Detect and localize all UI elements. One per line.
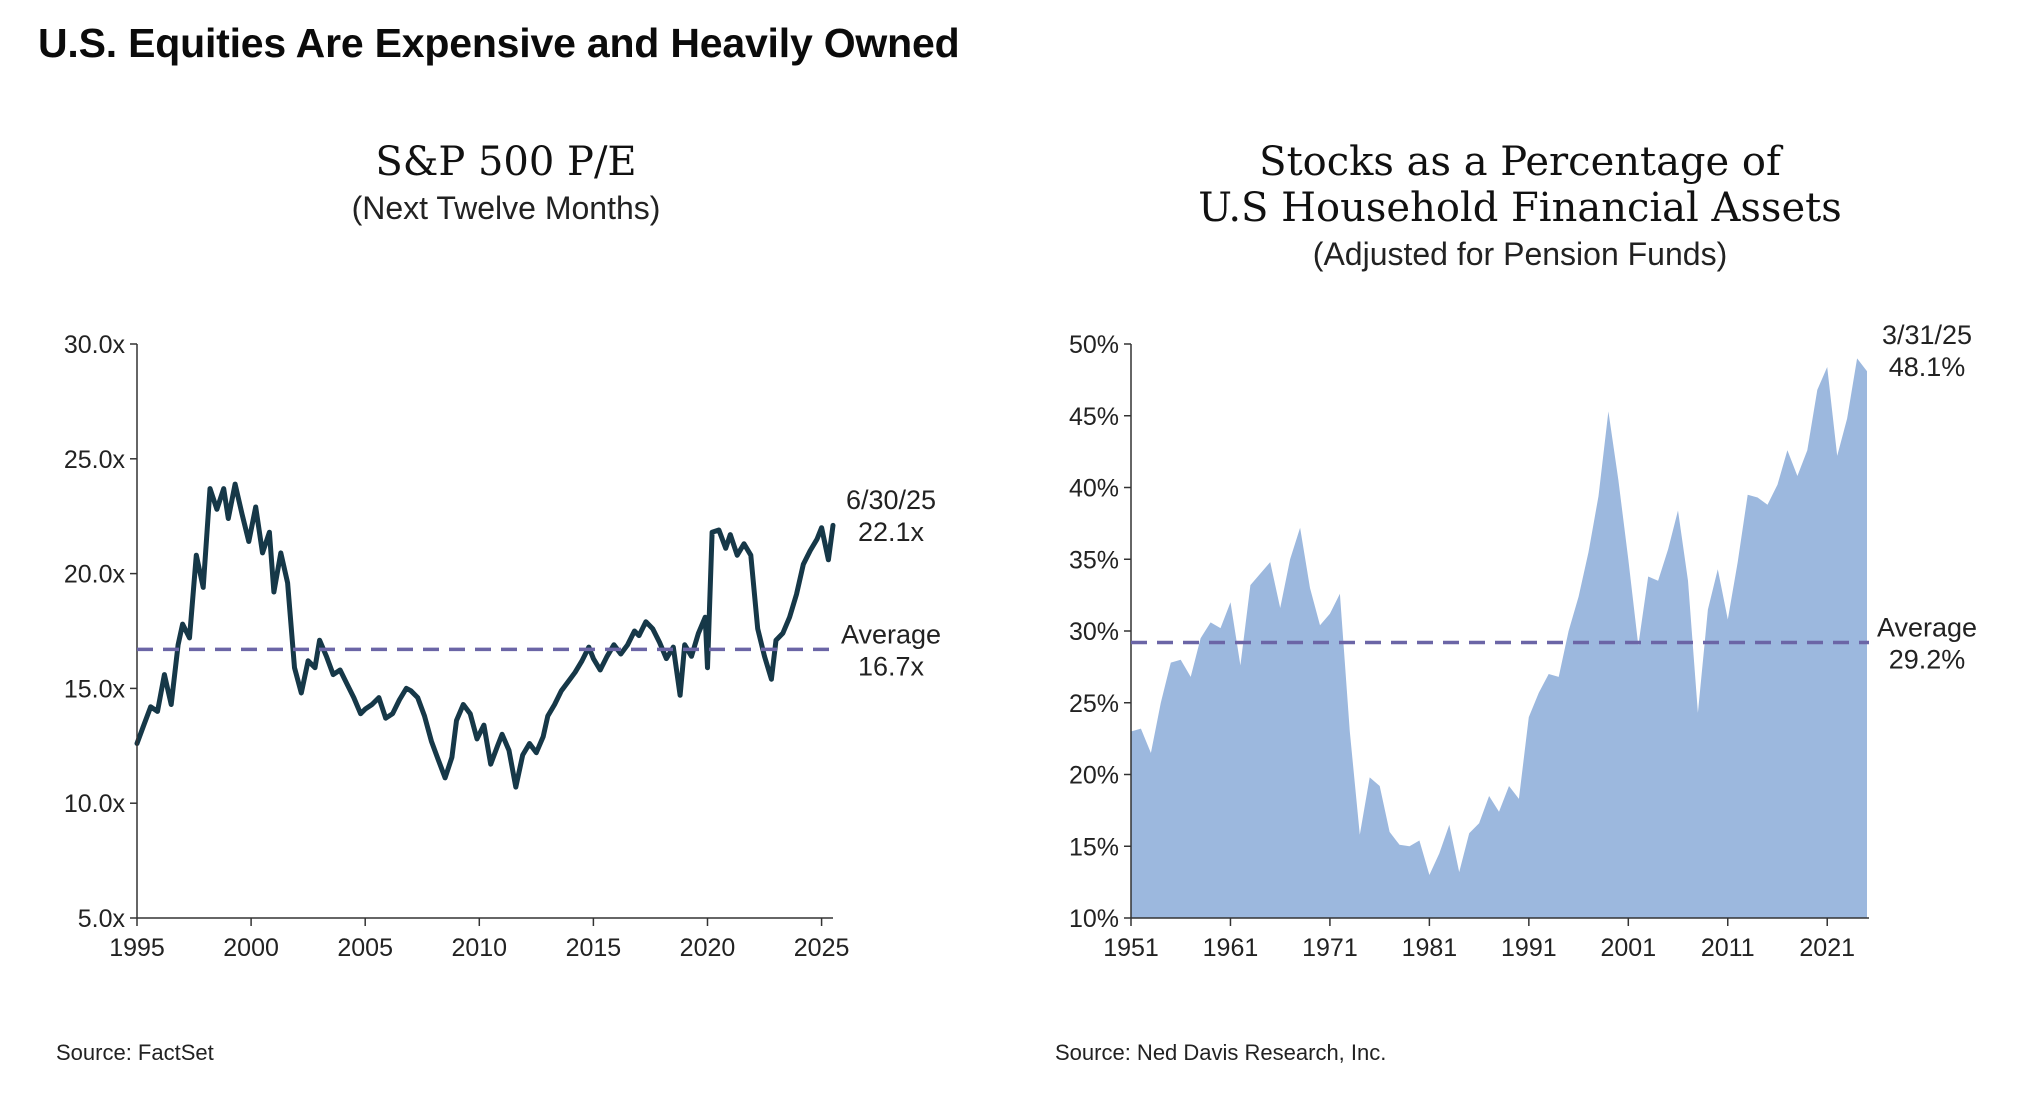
x-tick-label: 2025 (794, 934, 850, 962)
x-tick-label: 2021 (1799, 934, 1855, 962)
pe-chart: 5.0x 10.0x 15.0x 20.0x 25.0x 30.0x 1995 2000 200… (64, 331, 941, 962)
y-tick-label: 20% (1069, 762, 1119, 790)
y-tick-label: 25.0x (64, 446, 126, 474)
area-series (1131, 358, 1867, 918)
household-stocks-chart: 10% 15% 20% 25% 30% 35% 40% 45% 50% 1951 1961 1971 1… (1069, 320, 1977, 962)
y-tick-label: 10% (1069, 905, 1119, 933)
x-tick-label: 2001 (1600, 934, 1656, 962)
y-tick-label: 30.0x (64, 331, 126, 359)
last-value-label: 22.1x (858, 517, 925, 547)
x-tick-label: 2000 (223, 934, 279, 962)
average-label: Average (841, 619, 941, 649)
y-tick-label: 50% (1069, 331, 1119, 359)
y-tick-label: 15.0x (64, 675, 126, 703)
y-tick-label: 10.0x (64, 790, 126, 818)
y-tick-label: 15% (1069, 833, 1119, 861)
right-chart-subtitle: (Adjusted for Pension Funds) (1312, 236, 1728, 272)
y-tick-label: 25% (1069, 690, 1119, 718)
left-chart-title: S&P 500 P/E (375, 139, 637, 185)
x-tick-label: 2010 (451, 934, 507, 962)
x-tick-label: 2011 (1701, 934, 1755, 962)
pe-line-series (134, 481, 836, 790)
last-value-label: 48.1% (1889, 352, 1966, 382)
x-tick-label: 2005 (337, 934, 393, 962)
left-source: Source: FactSet (56, 1040, 214, 1065)
y-tick-label: 20.0x (64, 561, 126, 589)
y-tick-label: 30% (1069, 618, 1119, 646)
last-date-label: 3/31/25 (1882, 320, 1972, 350)
average-value-label: 29.2% (1889, 644, 1966, 674)
main-title: U.S. Equities Are Expensive and Heavily … (38, 20, 960, 66)
right-source: Source: Ned Davis Research, Inc. (1055, 1040, 1387, 1065)
last-date-label: 6/30/25 (846, 485, 936, 515)
left-chart-subtitle: (Next Twelve Months) (351, 190, 661, 226)
x-tick-label: 1971 (1302, 934, 1358, 962)
x-tick-label: 1991 (1501, 934, 1557, 962)
y-tick-label: 45% (1069, 403, 1119, 431)
x-tick-label: 1961 (1203, 934, 1259, 962)
average-value-label: 16.7x (858, 651, 925, 681)
right-chart-title-line1: Stocks as a Percentage of (1259, 139, 1781, 185)
y-tick-label: 35% (1069, 546, 1119, 574)
right-chart-title-line2: U.S Household Financial Assets (1198, 185, 1842, 231)
x-tick-label: 1981 (1402, 934, 1458, 962)
x-tick-label: 1951 (1103, 934, 1159, 962)
x-tick-label: 2020 (680, 934, 736, 962)
y-tick-label: 40% (1069, 475, 1119, 503)
x-tick-label: 2015 (566, 934, 622, 962)
y-tick-label: 5.0x (78, 905, 126, 933)
average-label: Average (1877, 612, 1977, 642)
x-tick-label: 1995 (109, 934, 165, 962)
